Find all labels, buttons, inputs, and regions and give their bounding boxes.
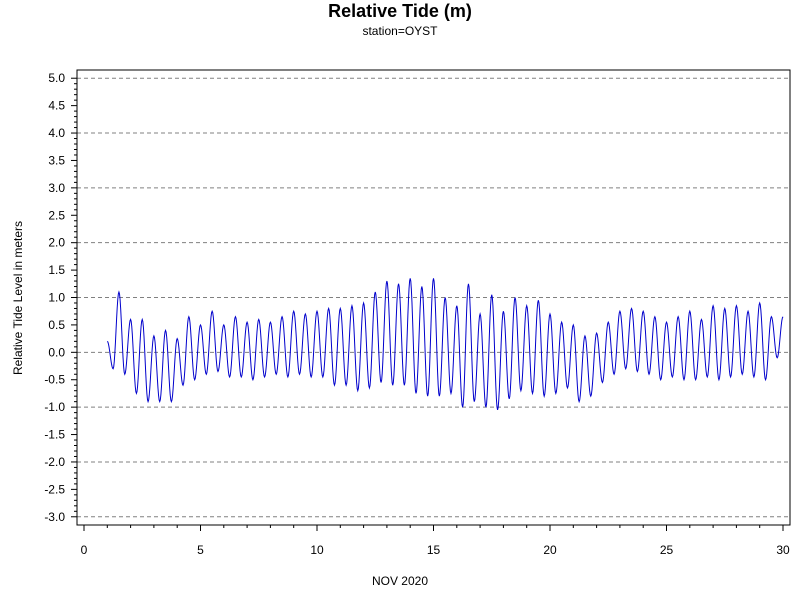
- y-axis: 5.0 4.5 4.0 3.5 3.0 2.5 2.0 1.5 1.0 0.5 0.0 -0.5 -1.…: [44, 71, 77, 524]
- x-tick-label: 25: [660, 543, 674, 557]
- gridlines: [77, 77, 790, 518]
- y-tick-label: 2.5: [48, 208, 65, 222]
- y-tick-label: 3.5: [48, 153, 65, 167]
- x-tick-label: 0: [81, 543, 88, 557]
- x-tick-label: 20: [543, 543, 557, 557]
- x-tick-label: 10: [310, 543, 324, 557]
- x-tick-label: 5: [197, 543, 204, 557]
- x-axis: 0 5 10 15 20 25 30: [81, 525, 790, 557]
- y-tick-label: -2.0: [44, 455, 65, 469]
- x-axis-label: NOV 2020: [372, 574, 428, 588]
- tide-series-line: [106, 278, 784, 410]
- y-tick-label: 4.0: [48, 126, 65, 140]
- chart-title: Relative Tide (m): [328, 1, 472, 21]
- y-tick-label: 2.0: [48, 236, 65, 250]
- y-tick-label: 1.0: [48, 291, 65, 305]
- chart-subtitle: station=OYST: [362, 24, 438, 38]
- y-tick-label: 4.5: [48, 99, 65, 113]
- y-tick-label: -2.5: [44, 482, 65, 496]
- y-tick-label: 0.0: [48, 345, 65, 359]
- y-tick-label: -1.0: [44, 400, 65, 414]
- x-tick-label: 30: [776, 543, 790, 557]
- y-tick-label: 3.0: [48, 181, 65, 195]
- y-tick-label: 5.0: [48, 71, 65, 85]
- y-tick-label: 0.5: [48, 318, 65, 332]
- y-axis-label: Relative Tide Level in meters: [11, 221, 25, 375]
- y-tick-label: 1.5: [48, 263, 65, 277]
- x-tick-label: 15: [427, 543, 441, 557]
- y-tick-label: -0.5: [44, 373, 65, 387]
- y-tick-label: -1.5: [44, 428, 65, 442]
- y-tick-label: -3.0: [44, 510, 65, 524]
